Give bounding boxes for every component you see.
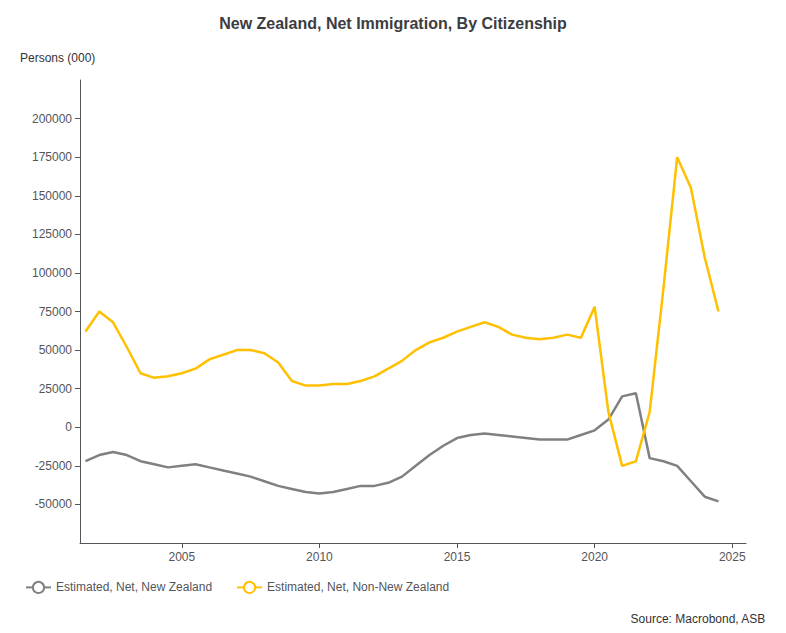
svg-text:0: 0 [65,420,72,434]
svg-text:Estimated, Net, New Zealand: Estimated, Net, New Zealand [56,580,212,594]
svg-text:New Zealand, Net Immigration,: New Zealand, Net Immigration, By Citizen… [219,15,567,32]
svg-text:200000: 200000 [32,112,72,126]
svg-text:2005: 2005 [168,550,195,564]
svg-text:Source: Macrobond, ASB: Source: Macrobond, ASB [631,612,766,626]
svg-text:25000: 25000 [39,382,73,396]
svg-text:150000: 150000 [32,189,72,203]
svg-text:Estimated, Net, Non-New Zealan: Estimated, Net, Non-New Zealand [267,580,449,594]
svg-text:2010: 2010 [306,550,333,564]
svg-text:2015: 2015 [444,550,471,564]
svg-text:2025: 2025 [719,550,746,564]
svg-text:75000: 75000 [39,305,73,319]
svg-text:125000: 125000 [32,227,72,241]
svg-text:Persons (000): Persons (000) [20,51,95,65]
svg-text:2020: 2020 [581,550,608,564]
svg-text:175000: 175000 [32,150,72,164]
svg-text:-25000: -25000 [35,459,73,473]
svg-text:-50000: -50000 [35,497,73,511]
svg-text:100000: 100000 [32,266,72,280]
svg-text:50000: 50000 [39,343,73,357]
